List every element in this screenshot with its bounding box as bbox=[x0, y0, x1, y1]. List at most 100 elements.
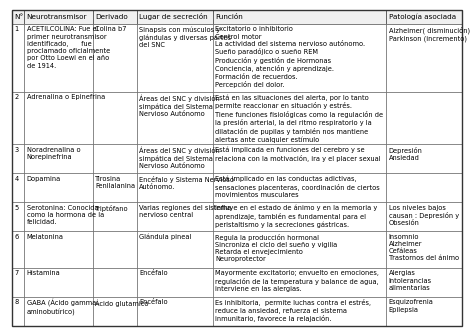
Bar bbox=[386, 92, 462, 144]
Bar bbox=[212, 10, 386, 24]
Bar bbox=[24, 297, 93, 326]
Bar bbox=[137, 297, 212, 326]
Bar bbox=[93, 202, 137, 231]
Text: Sinapsis con músculos y
glándulas y diversas partes
del SNC: Sinapsis con músculos y glándulas y dive… bbox=[139, 26, 231, 48]
Bar bbox=[24, 268, 93, 297]
Bar bbox=[24, 10, 93, 24]
Bar bbox=[137, 10, 212, 24]
Bar bbox=[12, 144, 24, 173]
Bar bbox=[24, 231, 93, 268]
Text: Varias regiones del sistema
nervioso central: Varias regiones del sistema nervioso cen… bbox=[139, 205, 231, 218]
Text: Encéfalo: Encéfalo bbox=[139, 271, 168, 277]
Text: Está implicado en las conductas adictivas,
sensaciones placenteras, coordinación: Está implicado en las conductas adictiva… bbox=[215, 176, 380, 198]
Bar bbox=[386, 24, 462, 92]
Text: Encéfalo: Encéfalo bbox=[139, 300, 168, 306]
Bar bbox=[93, 24, 137, 92]
Bar bbox=[137, 173, 212, 202]
Text: Regula la producción hormonal
Sincroniza el ciclo del sueño y vigilia
Retarda el: Regula la producción hormonal Sincroniza… bbox=[215, 234, 337, 263]
Bar bbox=[212, 231, 386, 268]
Text: Alzheimer( disminución)
Parkinson (incremento): Alzheimer( disminución) Parkinson (incre… bbox=[389, 26, 470, 41]
Text: 6: 6 bbox=[15, 234, 19, 240]
Text: 3: 3 bbox=[15, 147, 18, 153]
Text: ACETILCOLINA: Fue el
primer neurotransmisor
identificado,      fue
proclamado of: ACETILCOLINA: Fue el primer neurotransmi… bbox=[27, 26, 110, 68]
Text: Insomnio
Alzheimer
Cefáleas
Trastornos del ánimo: Insomnio Alzheimer Cefáleas Trastornos d… bbox=[389, 234, 459, 262]
Text: Neurotransmisor: Neurotransmisor bbox=[27, 14, 87, 20]
Text: Adrenalina o Epinefrina: Adrenalina o Epinefrina bbox=[27, 94, 105, 100]
Bar bbox=[137, 144, 212, 173]
Text: Melatonina: Melatonina bbox=[27, 234, 64, 240]
Bar bbox=[137, 202, 212, 231]
Text: Los niveles bajos
causan : Depresión y
Obsesión: Los niveles bajos causan : Depresión y O… bbox=[389, 205, 459, 226]
Bar bbox=[24, 144, 93, 173]
Bar bbox=[137, 231, 212, 268]
Text: Patología asociada: Patología asociada bbox=[389, 14, 456, 20]
Text: Dopamina: Dopamina bbox=[27, 176, 61, 182]
Bar bbox=[12, 268, 24, 297]
Bar bbox=[12, 10, 24, 24]
Bar bbox=[12, 231, 24, 268]
Text: Serotonina: Conocida
como la hormona de la
felicidad.: Serotonina: Conocida como la hormona de … bbox=[27, 205, 104, 225]
Bar bbox=[137, 92, 212, 144]
Text: 4: 4 bbox=[15, 176, 19, 182]
Text: 8: 8 bbox=[15, 300, 19, 306]
Bar bbox=[212, 144, 386, 173]
Bar bbox=[386, 297, 462, 326]
Text: GABA (Ácido gamma-
aminobutírico): GABA (Ácido gamma- aminobutírico) bbox=[27, 300, 98, 316]
Text: Áreas del SNC y división
simpática del Sistema
Nervioso Autónomo: Áreas del SNC y división simpática del S… bbox=[139, 94, 220, 117]
Text: Excitatorio o inhibitorio
Control motor
La actividad del sistema nervioso autóno: Excitatorio o inhibitorio Control motor … bbox=[215, 26, 365, 88]
Text: 7: 7 bbox=[15, 271, 19, 277]
Text: Alergias
Intolerancias
alimentarias: Alergias Intolerancias alimentarias bbox=[389, 271, 432, 291]
Bar bbox=[212, 24, 386, 92]
Bar bbox=[212, 173, 386, 202]
Bar bbox=[24, 92, 93, 144]
Text: Tirosina
Fenilalanina: Tirosina Fenilalanina bbox=[95, 176, 136, 189]
Bar bbox=[24, 202, 93, 231]
Text: Lugar de secreción: Lugar de secreción bbox=[139, 13, 208, 20]
Text: Derivado: Derivado bbox=[95, 14, 128, 20]
Bar bbox=[93, 144, 137, 173]
Bar bbox=[386, 268, 462, 297]
Bar bbox=[12, 202, 24, 231]
Text: Influye en el estado de ánimo y en la memoria y
aprendizaje, también es fundamen: Influye en el estado de ánimo y en la me… bbox=[215, 205, 377, 227]
Bar bbox=[12, 92, 24, 144]
Text: Mayormente excitatorio; envuelto en emociones,
regulación de la temperatura y ba: Mayormente excitatorio; envuelto en emoc… bbox=[215, 271, 379, 292]
Bar bbox=[24, 173, 93, 202]
Bar bbox=[93, 231, 137, 268]
Bar bbox=[137, 24, 212, 92]
Text: Histamina: Histamina bbox=[27, 271, 61, 277]
Text: Colina b7: Colina b7 bbox=[95, 26, 127, 32]
Bar bbox=[93, 173, 137, 202]
Text: Está en las situaciones del alerta, por lo tanto
permite reaccionar en situación: Está en las situaciones del alerta, por … bbox=[215, 94, 383, 143]
Bar bbox=[93, 297, 137, 326]
Text: Función: Función bbox=[215, 14, 243, 20]
Bar bbox=[212, 297, 386, 326]
Bar bbox=[386, 10, 462, 24]
Text: N°: N° bbox=[15, 14, 24, 20]
Bar bbox=[212, 268, 386, 297]
Text: Áreas del SNC y división
simpática del Sistema
Nervioso Autónomo: Áreas del SNC y división simpática del S… bbox=[139, 147, 220, 169]
Text: Glándula pineal: Glándula pineal bbox=[139, 234, 191, 240]
Text: Noradrenalina o
Norepinefrina: Noradrenalina o Norepinefrina bbox=[27, 147, 81, 160]
Text: Encéfalo y Sistema Nervioso
Autónomo.: Encéfalo y Sistema Nervioso Autónomo. bbox=[139, 176, 234, 190]
Bar bbox=[386, 231, 462, 268]
Bar bbox=[12, 297, 24, 326]
Bar bbox=[12, 173, 24, 202]
Bar bbox=[386, 173, 462, 202]
Text: Depresión
Ansiedad: Depresión Ansiedad bbox=[389, 147, 422, 161]
Bar bbox=[12, 24, 24, 92]
Bar bbox=[386, 144, 462, 173]
Text: Es inhibitoria,  permite luchas contra el estrés,
reduce la ansiedad, refuerza e: Es inhibitoria, permite luchas contra el… bbox=[215, 300, 371, 322]
Text: Ácido glutamico: Ácido glutamico bbox=[95, 300, 149, 307]
Bar bbox=[137, 268, 212, 297]
Text: Esquizofrenia
Epilepsia: Esquizofrenia Epilepsia bbox=[389, 300, 434, 313]
Bar bbox=[93, 268, 137, 297]
Text: 1: 1 bbox=[15, 26, 18, 32]
Bar bbox=[212, 92, 386, 144]
Bar bbox=[24, 24, 93, 92]
Text: Triptófano: Triptófano bbox=[95, 205, 129, 212]
Bar bbox=[386, 202, 462, 231]
Text: 5: 5 bbox=[15, 205, 19, 211]
Text: 2: 2 bbox=[15, 94, 19, 100]
Bar bbox=[93, 92, 137, 144]
Text: Está implicada en funciones del cerebro y se
relaciona con la motivación, ira y : Está implicada en funciones del cerebro … bbox=[215, 147, 381, 162]
